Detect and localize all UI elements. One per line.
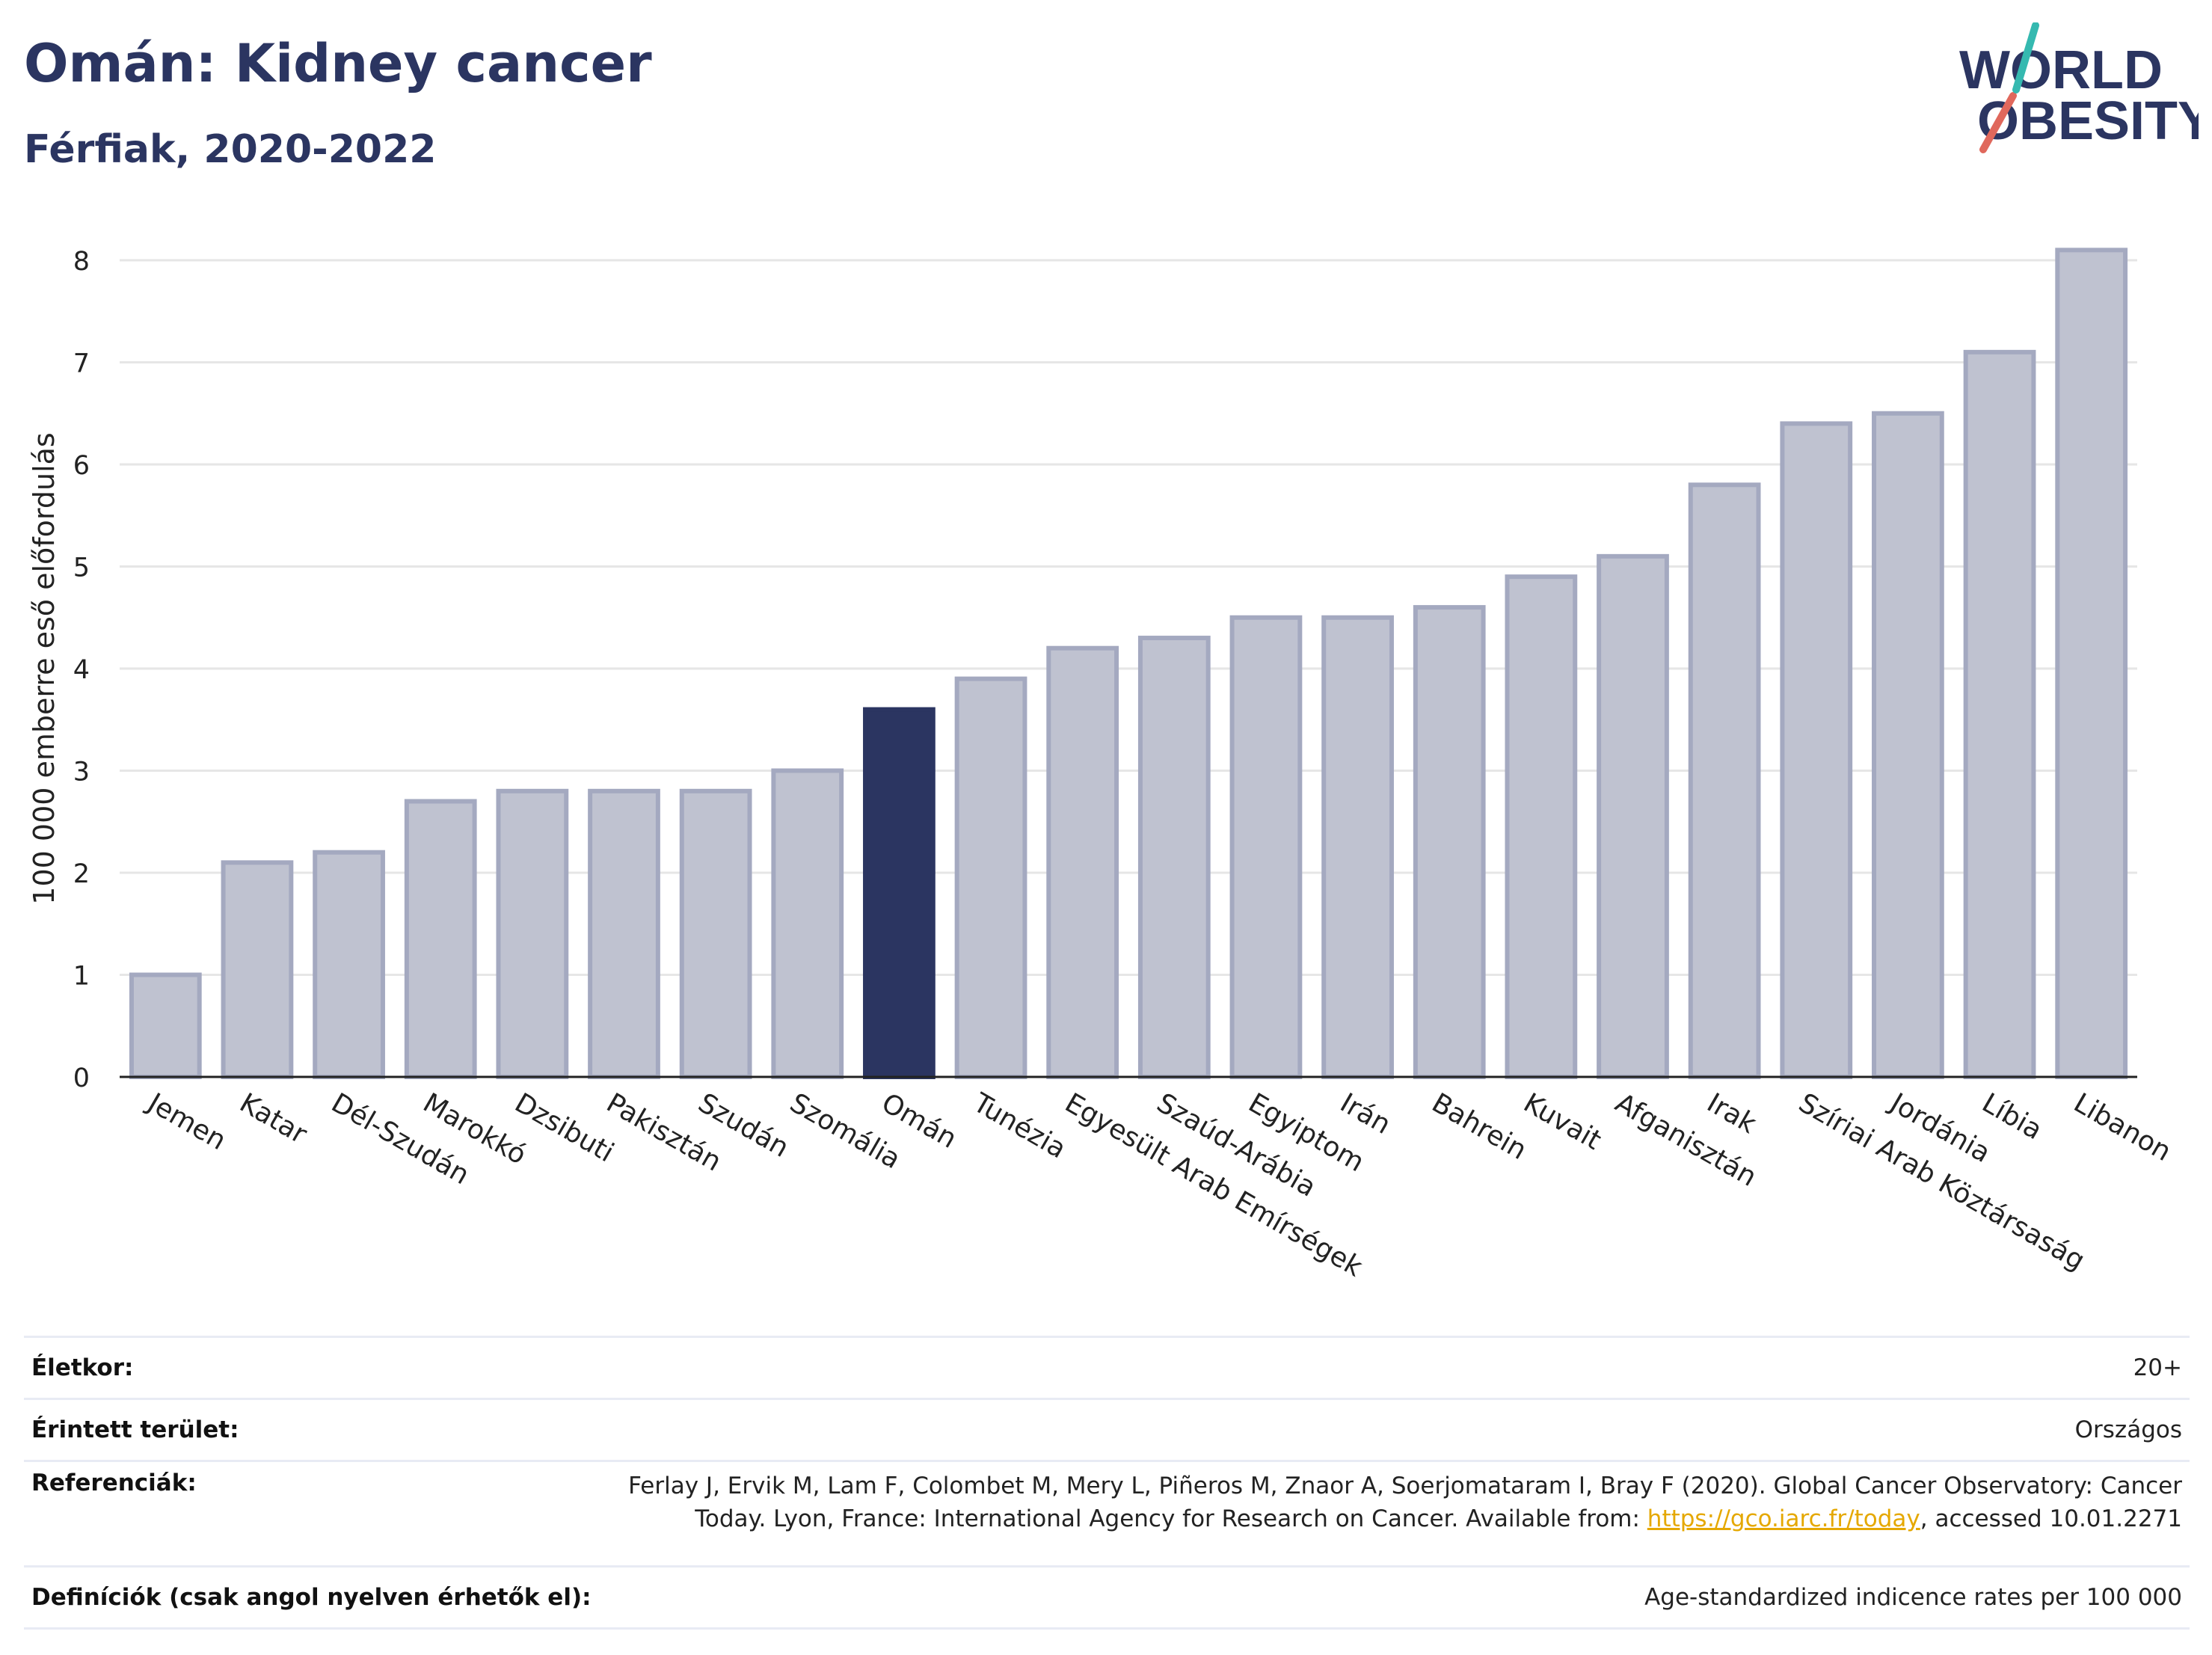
y-tick-label: 5	[73, 553, 90, 583]
bars	[129, 248, 2128, 1080]
meta-label: Definíciók (csak angol nyelven érhetők e…	[31, 1584, 592, 1611]
y-axis-label: 100 000 emberre eső előfordulás	[28, 432, 61, 904]
bar-6	[588, 788, 660, 1079]
x-tick-label: Kuvait	[1518, 1087, 1606, 1156]
y-tick-label: 3	[73, 758, 90, 787]
logo-slash-teal	[2012, 22, 2039, 93]
bar-9	[863, 707, 936, 1079]
x-tick-label: Katar	[234, 1087, 312, 1150]
bar-13	[1229, 615, 1303, 1079]
logo-word-world: WORLD	[1959, 40, 2163, 100]
bar-16	[1505, 574, 1578, 1079]
bar-4	[404, 799, 477, 1079]
meta-value: 20+	[2133, 1354, 2182, 1381]
bar-7	[679, 788, 752, 1079]
bar-21	[1963, 349, 2036, 1080]
bar-2	[221, 860, 294, 1079]
x-tick-label: Bahrein	[1427, 1087, 1531, 1166]
bar-8	[771, 768, 844, 1079]
bar-12	[1137, 636, 1211, 1079]
y-tick-label: 8	[73, 247, 90, 277]
meta-value: Országos	[2074, 1416, 2182, 1443]
bar-17	[1597, 553, 1669, 1080]
bar-3	[313, 850, 385, 1079]
x-tick-label: Jemen	[141, 1087, 231, 1156]
x-tick-label: Dzsibuti	[509, 1087, 618, 1168]
bar-19	[1780, 421, 1853, 1079]
bar-15	[1413, 605, 1486, 1079]
logo-slash-red	[1979, 92, 2017, 153]
meta-label: Érintett terület:	[31, 1416, 239, 1443]
bar-20	[1872, 411, 1944, 1079]
bar-11	[1046, 645, 1119, 1079]
chart-title: Omán: Kidney cancer	[24, 33, 652, 94]
reference-link[interactable]: https://gco.iarc.fr/today	[1647, 1505, 1920, 1532]
meta-label: Referenciák:	[31, 1470, 197, 1496]
bar-22	[2055, 248, 2128, 1080]
y-tick-label: 4	[73, 655, 90, 685]
x-tick-label: Tunézia	[968, 1087, 1072, 1165]
meta-label: Életkor:	[31, 1354, 134, 1381]
meta-row: Definíciók (csak angol nyelven érhetők e…	[24, 1565, 2190, 1630]
bar-10	[954, 676, 1027, 1079]
chart-subtitle: Férfiak, 2020-2022	[24, 127, 437, 172]
y-tick-label: 7	[73, 349, 90, 379]
world-obesity-logo: WORLD OBESITY	[1959, 22, 2199, 153]
x-tick-label: Irak	[1702, 1087, 1762, 1140]
y-tick-label: 1	[73, 962, 90, 992]
y-tick-label: 0	[73, 1063, 90, 1093]
bar-5	[496, 788, 569, 1079]
bar-1	[129, 972, 202, 1079]
bar-18	[1688, 482, 1761, 1079]
y-tick-label: 6	[73, 451, 90, 481]
bar-14	[1321, 615, 1394, 1079]
meta-row: Életkor: 20+	[24, 1336, 2190, 1398]
y-tick-label: 2	[73, 859, 90, 889]
meta-value: Age-standardized indicence rates per 100…	[1644, 1584, 2182, 1611]
meta-row: Referenciák: Ferlay J, Ervik M, Lam F, Co…	[24, 1460, 2190, 1565]
metadata-table: Életkor: 20+ Érintett terület: Országos Refe…	[24, 1336, 2190, 1630]
meta-row: Érintett terület: Országos	[24, 1398, 2190, 1460]
meta-value: Ferlay J, Ervik M, Lam F, Colombet M, Me…	[628, 1473, 2182, 1532]
x-tick-label: Irán	[1335, 1087, 1395, 1140]
x-tick-label: Libanon	[2068, 1087, 2176, 1167]
